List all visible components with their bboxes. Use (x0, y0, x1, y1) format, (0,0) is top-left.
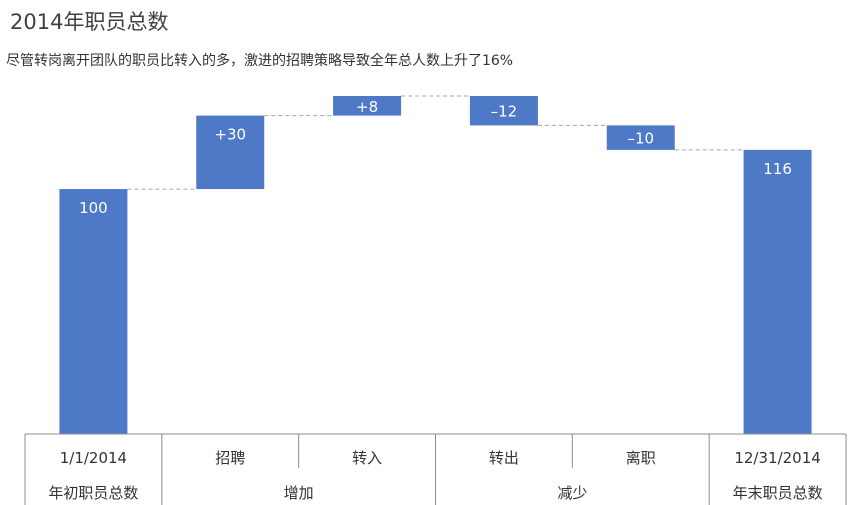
tick-label-0: 1/1/2014 (60, 449, 127, 467)
data-label-3: –12 (491, 103, 518, 121)
group-label-2: 减少 (557, 484, 587, 502)
tick-label-3: 转出 (489, 449, 519, 467)
data-label-4: –10 (627, 130, 654, 148)
bar-4 (606, 125, 675, 150)
group-label-3: 年末职员总数 (733, 484, 823, 502)
tick-label-2: 转入 (352, 449, 382, 467)
data-label-2: +8 (356, 98, 378, 116)
data-label-0: 100 (79, 199, 108, 217)
bar-5 (743, 149, 812, 434)
chart-subtitle: 尽管转岗离开团队的职员比转入的多，激进的招聘策略导致全年总人数上升了16% (6, 53, 514, 69)
data-label-5: 116 (763, 160, 792, 178)
bar-0 (59, 189, 128, 434)
tick-label-5: 12/31/2014 (734, 449, 820, 467)
group-label-1: 增加 (284, 484, 314, 502)
bar-2 (333, 96, 402, 116)
data-label-1: +30 (214, 126, 246, 144)
bar-3 (469, 96, 538, 126)
bar-1 (196, 115, 265, 190)
group-label-0: 年初职员总数 (48, 484, 138, 502)
tick-label-1: 招聘 (215, 449, 245, 467)
chart-title: 2014年职员总数 (10, 10, 169, 34)
tick-label-4: 离职 (626, 449, 656, 467)
